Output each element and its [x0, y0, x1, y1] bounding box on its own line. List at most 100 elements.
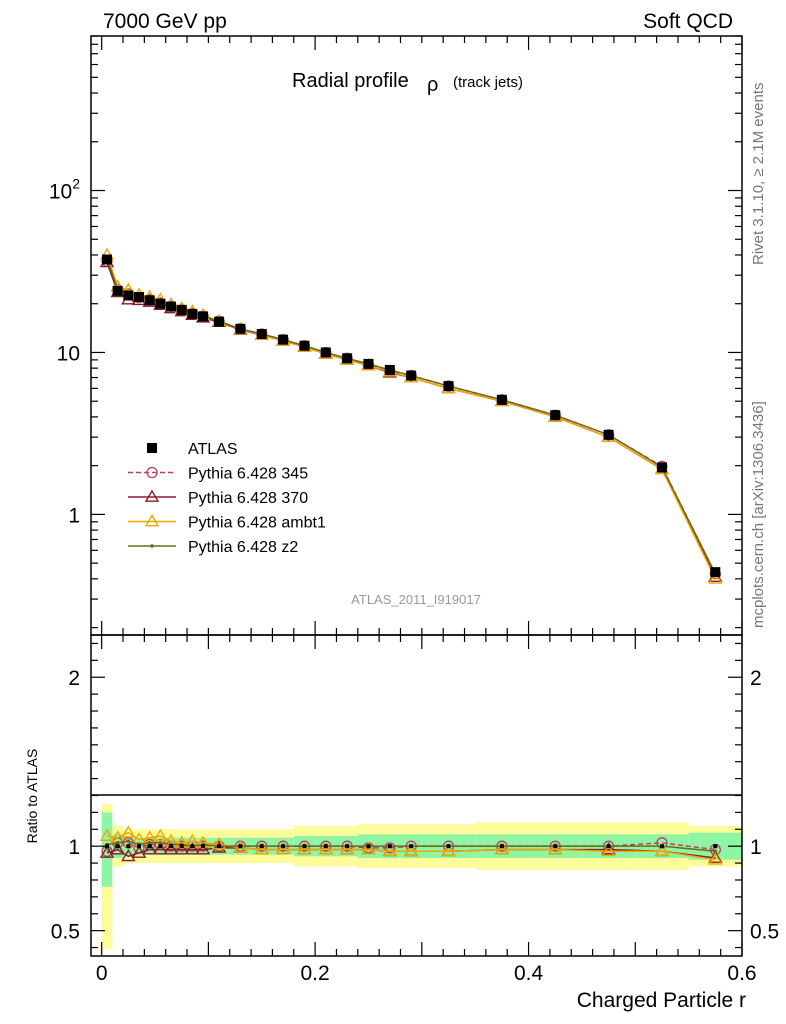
data-point: [363, 358, 374, 369]
data-point: [603, 429, 614, 440]
legend-item: Pythia 6.428 370: [128, 489, 308, 507]
main-ytick-label: 10: [57, 342, 80, 365]
main-title-symbol: ρ: [427, 74, 438, 96]
ratio-point: [142, 842, 157, 855]
data-point: [384, 364, 395, 375]
ratio-atlas-point: [366, 844, 371, 849]
series-pythia-6-428-ambt1: [99, 247, 723, 584]
ratio-point: [158, 841, 163, 845]
x-tick-label: 0.6: [727, 962, 756, 985]
series-atlas: [102, 254, 721, 578]
ratio-point: [185, 842, 200, 855]
ratio-ytick-label-right: 0.5: [750, 921, 779, 944]
ratio-atlas-point: [345, 844, 350, 849]
data-point: [708, 571, 723, 584]
ratio-atlas-point: [281, 844, 286, 849]
main-ytick-label: 102: [49, 176, 80, 204]
ratio-atlas-point: [606, 844, 611, 849]
data-point: [155, 298, 166, 309]
ratio-point: [153, 842, 168, 855]
ratio-series: [99, 825, 723, 865]
data-point: [710, 567, 721, 578]
legend-swatch-marker: [144, 489, 160, 502]
ratio-ytick-label-right: 2: [750, 667, 762, 690]
ratio-point: [601, 842, 616, 855]
ratio-atlas-point: [713, 844, 718, 849]
ratio-point: [382, 843, 398, 857]
ratio-uncertainty-bands: [101, 803, 742, 950]
ratio-point: [211, 837, 227, 850]
legend: ATLAS Pythia 6.428 345 Pythia 6.428 370 Pyt…: [128, 441, 326, 556]
ratio-atlas-point: [190, 844, 195, 849]
ratio-atlas-point: [259, 844, 264, 849]
ratio-point: [99, 845, 115, 858]
data-point: [342, 353, 353, 364]
data-point: [406, 370, 417, 381]
legend-swatch-marker: [146, 466, 158, 479]
ratio-atlas-point: [217, 844, 222, 849]
header-right: Soft QCD: [643, 10, 733, 33]
data-point: [278, 334, 289, 345]
ratio-atlas-point: [201, 844, 206, 849]
data-point: [134, 292, 145, 303]
ratio-point: [121, 825, 136, 838]
ratio-point: [654, 843, 670, 857]
legend-label: Pythia 6.428 345: [188, 466, 308, 483]
x-tick-label: 0: [96, 962, 108, 985]
data-point: [550, 410, 561, 421]
data-point: [214, 316, 225, 327]
ratio-point: [601, 843, 616, 857]
main-plot: 1 10 102 Radial profile ρ (track jets) ATL…: [49, 35, 743, 636]
main-y-ticks: 1 10 102: [49, 35, 743, 635]
ratio-ytick-label-left: 1: [68, 836, 80, 859]
ratio-atlas-point: [409, 844, 414, 849]
legend-label: Pythia 6.428 370: [188, 490, 308, 507]
data-point: [235, 323, 246, 334]
data-point: [187, 308, 198, 319]
series-pythia-6-428-370: [99, 254, 723, 583]
ratio-point: [708, 852, 723, 865]
ratio-point: [110, 842, 125, 855]
ratio-ytick-label-left: 0.5: [51, 921, 80, 944]
ratio-atlas-point: [323, 844, 328, 849]
ratio-atlas-point: [126, 844, 131, 849]
mcplots-label: mcplots.cern.ch [arXiv:1306.3436]: [750, 401, 767, 628]
data-point: [123, 290, 134, 301]
main-title: Radial profile: [292, 70, 409, 92]
legend-item: Pythia 6.428 ambt1: [128, 514, 326, 532]
ratio-point: [384, 842, 396, 854]
ratio-ytick-label-left: 2: [68, 667, 80, 690]
legend-swatch-marker: [150, 544, 154, 548]
data-point: [112, 285, 123, 296]
ratio-point: [121, 848, 136, 862]
rivet-label: Rivet 3.1.10, ≥ 2.1M events: [750, 83, 767, 266]
data-point: [256, 329, 267, 340]
data-point: [299, 340, 310, 351]
ratio-point: [713, 849, 718, 854]
x-tick-label: 0.4: [514, 962, 544, 985]
ratio-series-pythia-6-428-ambt1: [99, 825, 723, 865]
ratio-atlas-point: [158, 844, 163, 849]
watermark: ATLAS_2011_I919017: [351, 592, 481, 607]
ratio-atlas-point: [553, 844, 558, 849]
ratio-ytick-label-right: 1: [750, 836, 762, 859]
main-ytick-label: 1: [68, 504, 80, 527]
main-title-suffix: (track jets): [453, 74, 523, 91]
ratio-point: [115, 841, 120, 845]
ratio-point: [254, 842, 269, 855]
main-ytick-exponent: 2: [72, 176, 80, 192]
legend-label: ATLAS: [188, 441, 238, 458]
ratio-point: [708, 850, 723, 863]
legend-label: Pythia 6.428 ambt1: [188, 515, 326, 532]
ratio-point: [494, 842, 510, 855]
ratio-atlas-point: [659, 844, 664, 849]
ratio-ticks: 0.5 0.5 1 1 2 2 0 0.2 0.4 0.6: [51, 635, 779, 985]
ratio-atlas-point: [115, 844, 120, 849]
data-point: [102, 254, 113, 265]
ratio-atlas-point: [147, 844, 152, 849]
ratio-point: [441, 843, 456, 857]
ratio-line: [106, 831, 716, 861]
band-inner: [101, 812, 113, 887]
ratio-point: [297, 842, 312, 855]
